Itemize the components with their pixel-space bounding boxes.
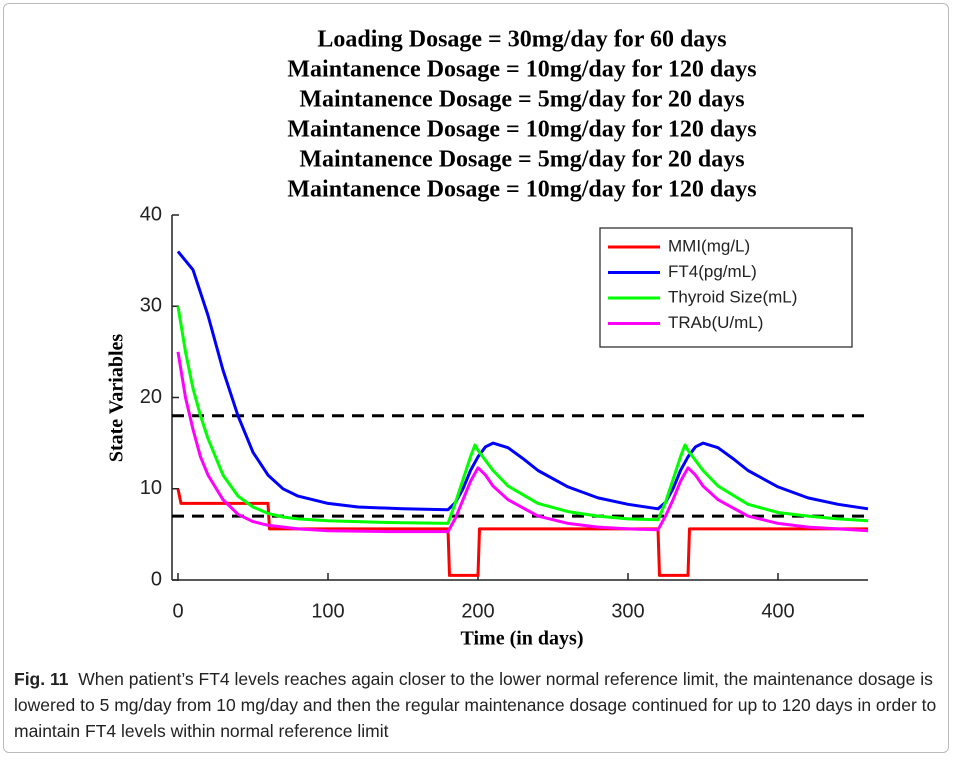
legend-label: Thyroid Size(mL) xyxy=(668,287,797,306)
caption-text: When patient’s FT4 levels reaches again … xyxy=(14,669,937,741)
legend-label: TRAb(U/mL) xyxy=(668,313,763,332)
chart-title: Maintanence Dosage = 10mg/day for 120 da… xyxy=(287,177,756,203)
series-line xyxy=(176,351,869,534)
x-tick-label: 300 xyxy=(611,600,644,622)
x-tick-label: 400 xyxy=(761,600,794,622)
chart-title: Maintanence Dosage = 10mg/day for 120 da… xyxy=(287,57,756,83)
y-tick-label: 30 xyxy=(140,295,162,317)
y-tick-label: 10 xyxy=(140,477,162,499)
series-line xyxy=(176,488,868,577)
series-line xyxy=(176,306,869,525)
chart-title: Loading Dosage = 30mg/day for 60 days xyxy=(317,27,726,53)
x-tick-label: 0 xyxy=(172,600,183,622)
y-tick-label: 20 xyxy=(140,386,162,408)
y-tick-label: 0 xyxy=(151,568,162,590)
chart-title: Maintanence Dosage = 5mg/day for 20 days xyxy=(299,147,744,173)
y-tick-label: 40 xyxy=(140,203,162,225)
legend-label: FT4(pg/mL) xyxy=(668,262,757,281)
x-axis-label: Time (in days) xyxy=(461,628,584,650)
y-axis-label: State Variables xyxy=(106,334,128,463)
caption-label: Fig. 11 xyxy=(14,669,69,689)
chart-title: Maintanence Dosage = 10mg/day for 120 da… xyxy=(287,117,756,143)
x-tick-label: 100 xyxy=(311,600,344,622)
chart-title: Maintanence Dosage = 5mg/day for 20 days xyxy=(299,87,744,113)
chart: State Variables Time (in days) Loading D… xyxy=(106,27,869,650)
x-tick-label: 200 xyxy=(461,600,494,622)
series-line xyxy=(176,250,869,512)
caption: Fig. 11 When patient’s FT4 levels reache… xyxy=(14,666,944,744)
figure-frame xyxy=(3,3,949,753)
legend-label: MMI(mg/L) xyxy=(668,236,750,255)
